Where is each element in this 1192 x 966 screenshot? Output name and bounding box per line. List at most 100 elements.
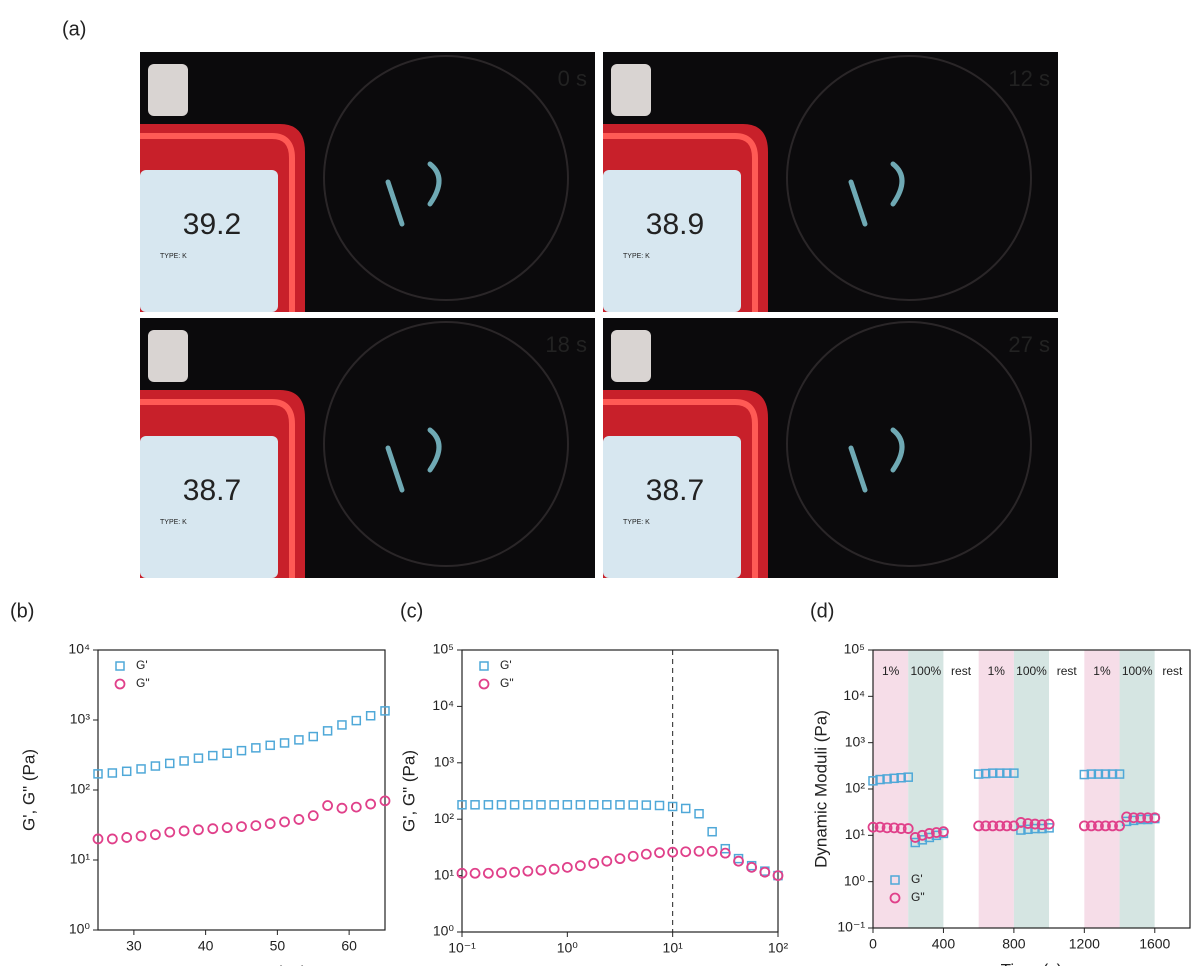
marker — [121, 832, 133, 843]
marker — [693, 845, 705, 857]
marker — [549, 800, 559, 810]
marker — [910, 837, 921, 848]
x-tick-label: 1200 — [1069, 936, 1100, 952]
x-tick-label: 10¹ — [663, 940, 684, 956]
marker — [251, 743, 261, 753]
marker — [1100, 769, 1111, 779]
marker — [1036, 819, 1048, 831]
marker — [561, 861, 573, 873]
marker — [719, 847, 731, 859]
marker — [888, 822, 900, 834]
marker — [916, 829, 928, 841]
marker — [667, 801, 678, 812]
legend-marker — [889, 892, 901, 904]
marker — [1093, 769, 1104, 779]
marker — [149, 829, 161, 841]
sample — [385, 427, 442, 493]
marker — [150, 761, 161, 771]
region-label: 1% — [988, 664, 1006, 678]
marker — [868, 776, 878, 786]
marker — [93, 769, 103, 779]
marker — [365, 798, 377, 810]
marker — [1100, 820, 1111, 832]
y-tick-label: 10¹ — [434, 866, 455, 882]
marker — [654, 800, 665, 811]
marker — [628, 800, 638, 810]
marker — [322, 800, 334, 811]
marker — [92, 833, 104, 845]
marker — [1002, 768, 1012, 778]
meter-reading: 39.2 — [183, 208, 241, 241]
sample — [848, 427, 905, 493]
marker — [987, 820, 999, 832]
meter-type: TYPE: K — [160, 519, 187, 526]
marker — [1107, 769, 1118, 779]
x-tick-label: 50 — [270, 938, 286, 954]
marker — [106, 833, 118, 845]
y-axis-title: Dynamic Moduli (Pa) — [811, 710, 830, 868]
y-axis-title: G', G" (Pa) — [399, 750, 418, 832]
legend-marker — [115, 661, 125, 671]
marker — [265, 740, 275, 751]
panel-label: (b) — [10, 600, 34, 622]
region-label: 1% — [1093, 664, 1111, 678]
marker — [931, 827, 942, 838]
y-tick-label: 10⁰ — [844, 872, 866, 888]
marker — [548, 863, 560, 875]
marker — [1114, 820, 1125, 832]
marker — [1085, 820, 1097, 832]
marker — [867, 821, 879, 833]
probe — [148, 64, 188, 116]
panel-label: (d) — [810, 600, 834, 622]
marker — [457, 800, 467, 810]
marker — [640, 848, 652, 860]
marker — [1142, 812, 1154, 824]
marker — [680, 803, 691, 814]
marker — [680, 846, 692, 858]
y-tick-label: 10³ — [70, 711, 91, 727]
sample — [385, 161, 442, 227]
legend-marker — [114, 678, 126, 690]
marker — [509, 800, 520, 810]
marker — [641, 800, 652, 810]
x-tick-label: 60 — [341, 938, 357, 954]
y-tick-label: 10¹ — [845, 826, 866, 842]
x-tick-label: 0 — [869, 936, 877, 952]
marker — [1107, 820, 1118, 832]
marker — [365, 711, 376, 721]
marker — [720, 843, 731, 854]
plot-frame — [461, 649, 779, 933]
region-label: 100% — [910, 664, 941, 678]
marker — [938, 826, 949, 838]
petri-dish — [786, 321, 1032, 567]
y-tick-label: 10² — [845, 780, 866, 796]
marker — [733, 855, 744, 867]
x-tick-label: 400 — [932, 936, 956, 952]
legend-label: G' — [911, 872, 923, 886]
marker — [588, 857, 600, 869]
marker — [279, 738, 290, 748]
marker — [896, 772, 906, 783]
marker — [707, 826, 717, 837]
marker — [208, 750, 218, 761]
legend-marker — [478, 678, 490, 690]
region-label: 100% — [1122, 664, 1153, 678]
marker — [909, 832, 921, 843]
marker — [881, 822, 893, 834]
probe — [611, 64, 651, 116]
marker — [294, 735, 304, 745]
marker — [496, 800, 507, 810]
x-tick-label: 10⁰ — [557, 940, 579, 956]
y-tick-label: 10² — [70, 781, 91, 797]
meter-edge — [603, 133, 758, 312]
marker — [107, 768, 118, 778]
marker — [121, 766, 132, 777]
meter-screen — [603, 170, 741, 312]
region-label: 1% — [882, 664, 900, 678]
sample — [848, 161, 905, 227]
region — [1049, 650, 1085, 928]
region — [1013, 650, 1050, 928]
marker — [1149, 812, 1161, 824]
marker — [1121, 811, 1132, 823]
